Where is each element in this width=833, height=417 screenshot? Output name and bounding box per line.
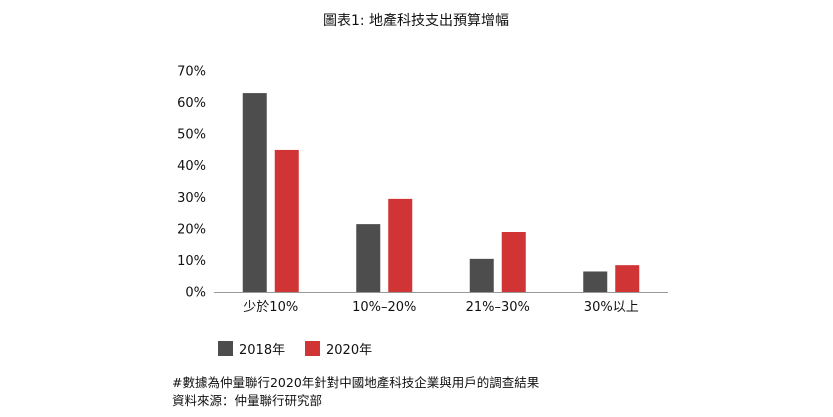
x-tick-label: 30%以上	[584, 300, 639, 315]
y-tick-label: 10%	[177, 254, 206, 269]
y-tick-label: 30%	[177, 191, 206, 206]
y-axis: 0% 10% 20% 30% 40% 50% 60% 70%	[177, 65, 206, 301]
bar	[583, 271, 608, 292]
y-tick-label: 70%	[177, 65, 206, 80]
x-tick-label: 少於10%	[243, 299, 298, 315]
y-tick-label: 20%	[177, 222, 206, 237]
legend: 2018年 2020年	[218, 341, 372, 358]
y-tick-label: 50%	[177, 128, 206, 143]
bar	[501, 232, 526, 292]
bars	[242, 93, 640, 292]
chart-title: 圖表1: 地產科技支出預算增幅	[323, 12, 509, 29]
bar	[274, 149, 299, 292]
x-tick-label: 21%–30%	[466, 300, 530, 315]
source-note: 資料來源：仲量聯行研究部	[172, 393, 323, 408]
bar	[469, 258, 494, 292]
legend-label: 2018年	[239, 343, 285, 358]
y-tick-label: 0%	[185, 286, 206, 301]
legend-swatch	[305, 341, 320, 356]
x-axis: 少於10% 10%–20% 21%–30% 30%以上	[214, 292, 668, 315]
x-tick-label: 10%–20%	[352, 300, 416, 315]
bar	[242, 93, 267, 292]
bar	[388, 198, 413, 292]
bar	[615, 265, 640, 292]
legend-label: 2020年	[326, 343, 372, 358]
y-tick-label: 40%	[177, 159, 206, 174]
bar	[356, 224, 381, 292]
legend-swatch	[218, 341, 233, 356]
footnote: #數據為仲量聯行2020年針對中國地產科技企業與用戶的調查結果	[172, 375, 540, 390]
y-tick-label: 60%	[177, 96, 206, 111]
